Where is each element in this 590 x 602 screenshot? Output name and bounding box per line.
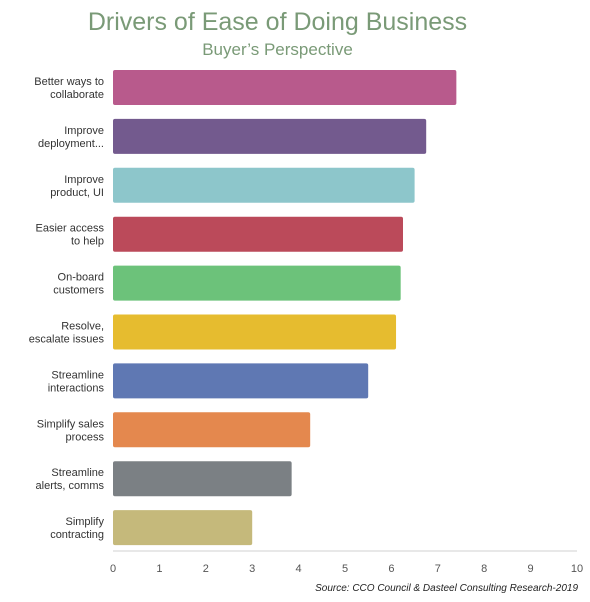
- category-label: Simplify sales process: [37, 418, 105, 443]
- x-tick-label: 9: [528, 563, 534, 575]
- x-tick-label: 4: [296, 563, 302, 575]
- x-tick-label: 3: [249, 563, 255, 575]
- bar-6: [113, 363, 369, 399]
- bar-8: [113, 461, 292, 497]
- bar-5: [113, 314, 397, 350]
- bar-0: [113, 70, 457, 105]
- chart-title: Drivers of Ease of Doing Business: [87, 8, 468, 36]
- x-tick-label: 0: [110, 563, 116, 575]
- x-tick-label: 10: [571, 563, 583, 575]
- bar-7: [113, 412, 311, 448]
- bar-4: [113, 265, 401, 301]
- bar-1: [113, 118, 427, 154]
- category-label: Resolve, escalate issues: [29, 321, 105, 346]
- source-note: Source: CCO Council & Dasteel Consulting…: [315, 583, 578, 594]
- chart-subtitle: Buyer’s Perspective: [202, 40, 353, 59]
- category-label: On-board customers: [53, 272, 104, 297]
- x-tick-label: 6: [388, 563, 394, 575]
- category-label: Simplify contracting: [50, 516, 104, 541]
- x-tick-label: 5: [342, 563, 348, 575]
- bar-2: [113, 167, 415, 203]
- x-tick-label: 2: [203, 563, 209, 575]
- x-tick-label: 8: [481, 563, 487, 575]
- bar-3: [113, 216, 403, 252]
- category-label: Streamline alerts, comms: [36, 467, 105, 492]
- x-tick-label: 7: [435, 563, 441, 575]
- category-label: Streamline interactions: [48, 369, 105, 394]
- bar-9: [113, 510, 253, 546]
- category-label: Improve product, UI: [50, 174, 104, 199]
- category-label: Improve deployment...: [38, 125, 104, 150]
- x-tick-label: 1: [156, 563, 162, 575]
- category-label: Easier access to help: [36, 223, 105, 248]
- category-label: Better ways to collaborate: [34, 76, 104, 101]
